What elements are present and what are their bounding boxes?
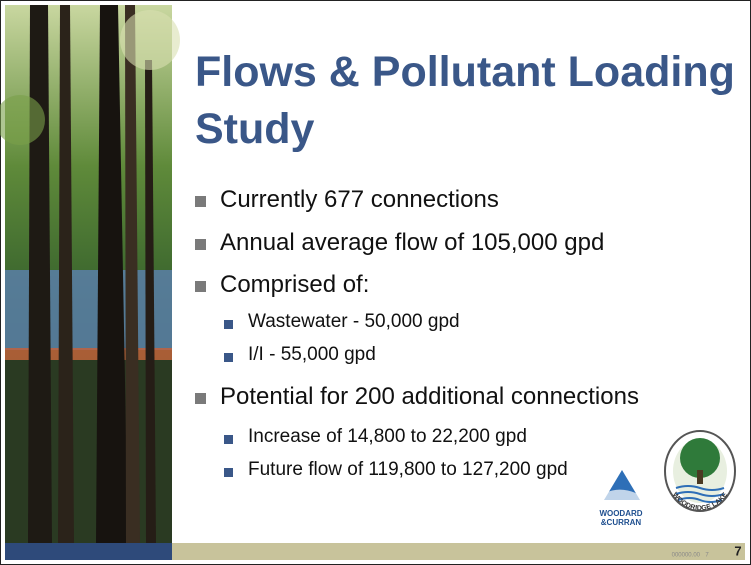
bullet-marker bbox=[224, 353, 233, 362]
page-number: 7 bbox=[734, 543, 741, 558]
bullet-text: Potential for 200 additional connections bbox=[220, 383, 639, 411]
footer-bar-left bbox=[5, 543, 172, 560]
slide-title: Flows & Pollutant Loading Study bbox=[195, 44, 751, 158]
bullet-marker bbox=[195, 281, 206, 292]
footer-code: 000000.00 bbox=[672, 553, 701, 559]
logo-text: WOODARD bbox=[599, 509, 642, 518]
bullet-text: Future flow of 119,800 to 127,200 gpd bbox=[248, 459, 568, 481]
bullet-marker bbox=[195, 239, 206, 250]
bullet-text: Comprised of: bbox=[220, 271, 369, 299]
bullet-marker bbox=[195, 196, 206, 207]
bullet-text: I/I - 55,000 gpd bbox=[248, 344, 376, 366]
bullet-text: Increase of 14,800 to 22,200 gpd bbox=[248, 426, 527, 448]
woodridge-lake-logo: WOODRIDGE LAKE bbox=[665, 431, 735, 512]
bullet-text: Currently 677 connections bbox=[220, 186, 499, 214]
bullet-marker bbox=[224, 468, 233, 477]
forest-photo bbox=[0, 5, 180, 543]
slide: WOODARD &CURRAN WOODRIDGE LAKE 000000.00… bbox=[0, 0, 751, 565]
logo-text: &CURRAN bbox=[601, 518, 642, 527]
bullet-text: Wastewater - 50,000 gpd bbox=[248, 311, 460, 333]
footer-bar bbox=[172, 543, 745, 560]
bullet-text: Annual average flow of 105,000 gpd bbox=[220, 229, 604, 257]
bullet-marker bbox=[224, 435, 233, 444]
woodard-curran-logo: WOODARD &CURRAN bbox=[599, 470, 642, 527]
bullet-marker bbox=[224, 320, 233, 329]
bullet-marker bbox=[195, 393, 206, 404]
